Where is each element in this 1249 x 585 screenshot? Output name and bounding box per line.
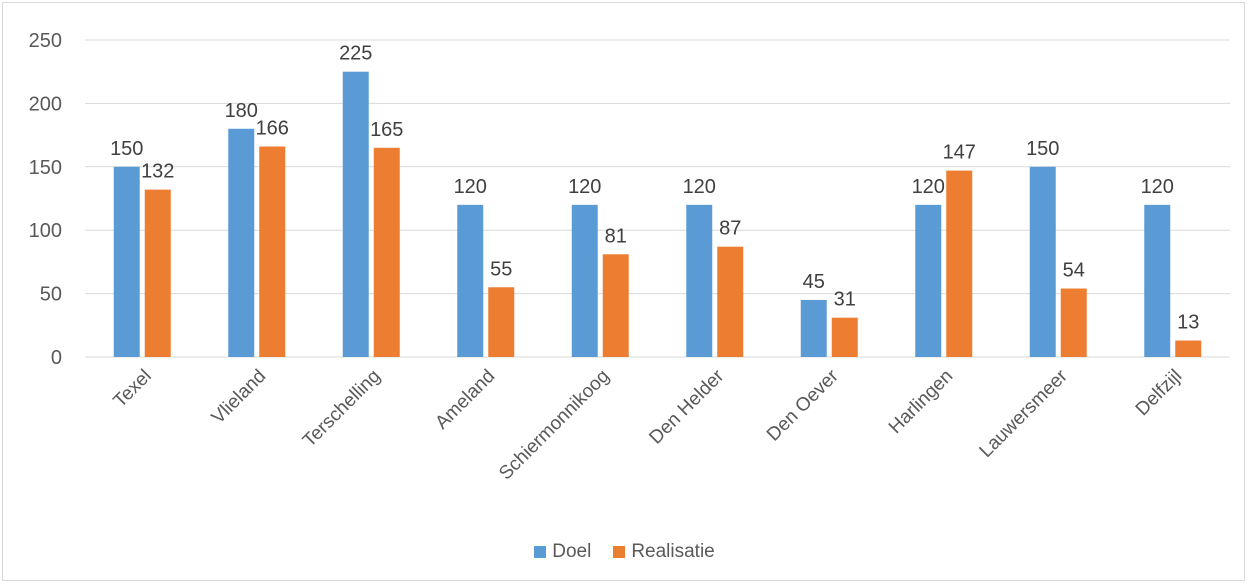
x-category-label: Lauwersmeer — [976, 365, 1073, 462]
bar-realisatie — [1175, 340, 1202, 357]
bar-realisatie — [488, 287, 515, 357]
y-tick-label: 50 — [40, 284, 62, 306]
data-label-realisatie: 87 — [719, 218, 741, 240]
x-category-label: Harlingen — [885, 366, 957, 438]
x-category-label: Delfzijl — [1132, 366, 1186, 420]
bar-doel — [915, 204, 942, 357]
bar-realisatie — [373, 147, 400, 357]
data-label-realisatie: 166 — [256, 118, 289, 140]
x-category-label: Texel — [110, 366, 156, 412]
legend-label-realisatie: Realisatie — [631, 541, 715, 562]
data-label-doel: 150 — [110, 138, 143, 160]
legend-swatch-realisatie — [613, 546, 626, 558]
bar-doel — [228, 128, 255, 357]
bar-doel — [800, 299, 827, 357]
data-label-realisatie: 55 — [490, 258, 512, 280]
y-tick-label: 200 — [29, 93, 62, 115]
bar-doel — [1029, 166, 1056, 357]
data-label-doel: 120 — [683, 176, 716, 198]
data-label-doel: 225 — [339, 43, 372, 65]
data-label-doel: 120 — [912, 176, 945, 198]
data-label-doel: 120 — [568, 176, 601, 198]
x-axis-labels: Texel Vlieland Terschelling AmelandSchiermo… — [110, 365, 1187, 484]
bar-doel — [457, 204, 484, 357]
data-label-realisatie: 31 — [834, 289, 856, 311]
y-tick-label: 100 — [29, 220, 62, 242]
x-category-label: Terschelling — [299, 366, 385, 452]
bar-doel — [571, 204, 598, 357]
legend-swatch-doel — [534, 546, 547, 558]
bar-doel — [342, 71, 369, 357]
bar-realisatie — [1060, 288, 1087, 357]
gridlines — [85, 39, 1230, 358]
y-tick-label: 150 — [29, 157, 62, 179]
data-label-realisatie: 13 — [1177, 312, 1199, 334]
legend-item-doel: Doel — [534, 541, 591, 563]
data-labels: 1501321801662251651205512081120874531120… — [110, 43, 1199, 334]
data-label-realisatie: 165 — [370, 119, 403, 141]
x-category-label: Vlieland — [208, 366, 271, 429]
x-category-label: Den Helder — [645, 365, 728, 448]
y-axis-ticks: 0 50 100 150 200 250 — [29, 30, 62, 369]
data-label-doel: 150 — [1026, 138, 1059, 160]
bar-realisatie — [602, 254, 629, 357]
data-label-doel: 120 — [1141, 176, 1174, 198]
x-category-label: Schiermonnikoog — [495, 366, 614, 485]
bar-doel — [686, 204, 713, 357]
legend: Doel Realisatie — [0, 540, 1249, 564]
bar-realisatie — [946, 170, 973, 357]
bar-realisatie — [144, 189, 171, 357]
data-label-realisatie: 54 — [1063, 260, 1085, 282]
x-category-label: Ameland — [431, 366, 499, 434]
bar-realisatie — [717, 246, 744, 357]
data-label-realisatie: 132 — [141, 161, 174, 183]
bar-realisatie — [831, 317, 858, 357]
data-label-doel: 120 — [454, 176, 487, 198]
legend-item-realisatie: Realisatie — [613, 541, 715, 563]
y-tick-label: 250 — [29, 30, 62, 52]
bars — [113, 71, 1202, 357]
data-label-realisatie: 81 — [605, 225, 627, 247]
data-label-doel: 45 — [803, 271, 825, 293]
data-label-doel: 180 — [225, 100, 258, 122]
legend-label-doel: Doel — [552, 541, 592, 562]
bar-realisatie — [259, 146, 286, 357]
y-tick-label: 0 — [51, 347, 62, 369]
bar-doel — [113, 166, 140, 357]
bar-doel — [1144, 204, 1171, 357]
x-category-label: Den Oever — [763, 365, 843, 445]
data-label-realisatie: 147 — [943, 142, 976, 164]
